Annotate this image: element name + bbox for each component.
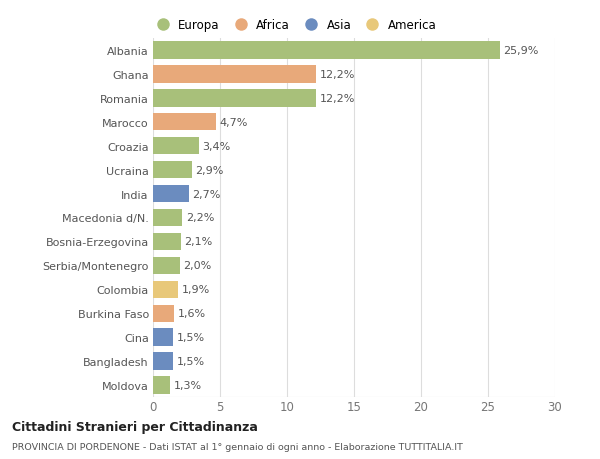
Text: Cittadini Stranieri per Cittadinanza: Cittadini Stranieri per Cittadinanza: [12, 420, 258, 433]
Bar: [153, 42, 500, 60]
Bar: [153, 353, 173, 370]
Bar: [153, 138, 199, 155]
Bar: [153, 185, 189, 203]
Bar: [153, 66, 316, 84]
Text: 1,6%: 1,6%: [178, 308, 206, 319]
Text: 12,2%: 12,2%: [320, 70, 355, 80]
Text: 3,4%: 3,4%: [202, 141, 230, 151]
Text: 1,3%: 1,3%: [174, 380, 202, 390]
Bar: [153, 305, 175, 322]
Bar: [153, 329, 173, 346]
Text: 2,9%: 2,9%: [195, 165, 224, 175]
Bar: [153, 162, 192, 179]
Text: PROVINCIA DI PORDENONE - Dati ISTAT al 1° gennaio di ogni anno - Elaborazione TU: PROVINCIA DI PORDENONE - Dati ISTAT al 1…: [12, 442, 463, 451]
Text: 12,2%: 12,2%: [320, 94, 355, 104]
Legend: Europa, Africa, Asia, America: Europa, Africa, Asia, America: [146, 15, 441, 37]
Text: 2,7%: 2,7%: [193, 189, 221, 199]
Text: 4,7%: 4,7%: [220, 118, 248, 128]
Text: 25,9%: 25,9%: [503, 46, 539, 56]
Text: 1,5%: 1,5%: [176, 356, 205, 366]
Bar: [153, 233, 181, 251]
Text: 1,5%: 1,5%: [176, 332, 205, 342]
Bar: [153, 281, 178, 298]
Text: 1,9%: 1,9%: [182, 285, 210, 295]
Bar: [153, 209, 182, 227]
Text: 2,0%: 2,0%: [183, 261, 211, 271]
Bar: [153, 376, 170, 394]
Bar: [153, 257, 180, 274]
Bar: [153, 90, 316, 107]
Text: 2,2%: 2,2%: [186, 213, 214, 223]
Text: 2,1%: 2,1%: [184, 237, 213, 247]
Bar: [153, 114, 216, 131]
